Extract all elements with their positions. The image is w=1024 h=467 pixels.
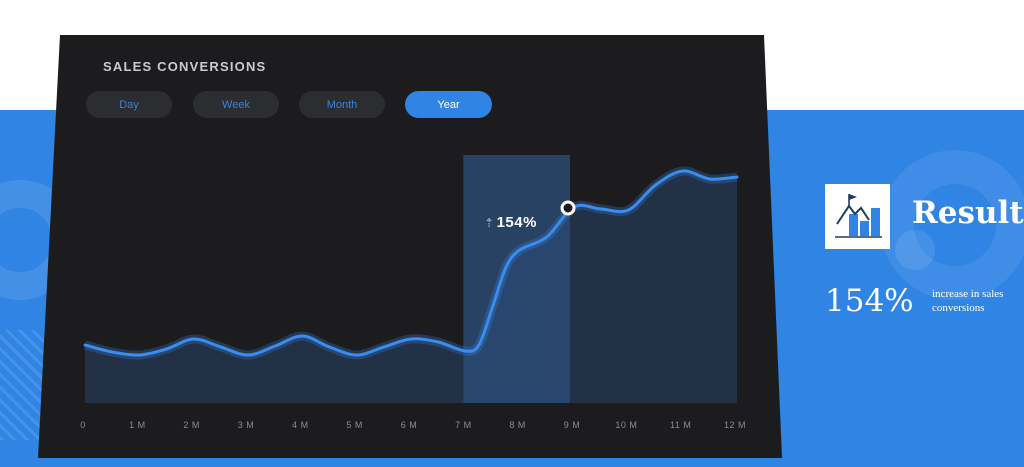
panel-title: SALES CONVERSIONS xyxy=(103,59,267,74)
tab-month[interactable]: Month xyxy=(299,91,385,118)
result-icon xyxy=(825,184,890,249)
result-title: Result xyxy=(912,195,1024,231)
result-value: 154% xyxy=(825,283,914,319)
tab-year[interactable]: Year xyxy=(405,91,492,118)
result-description: increase in sales conversions xyxy=(932,288,1004,314)
decorative-stripes xyxy=(0,330,60,440)
mountain-flag-bar-chart-icon xyxy=(835,194,882,238)
tab-week[interactable]: Week xyxy=(193,91,279,118)
decorative-dot xyxy=(895,230,935,270)
tab-day[interactable]: Day xyxy=(86,91,172,118)
